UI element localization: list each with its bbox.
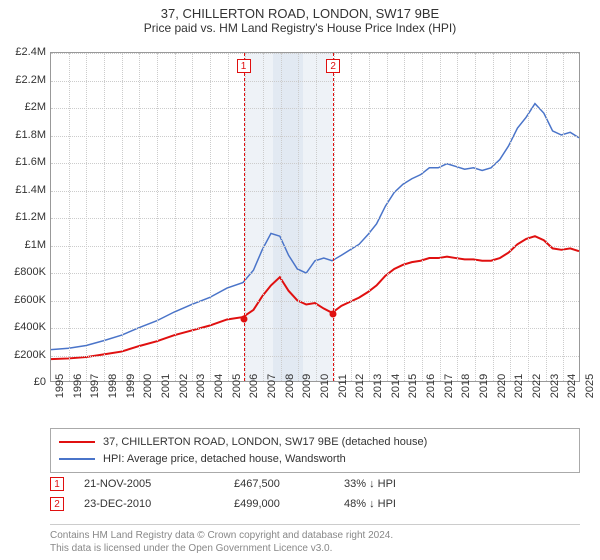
legend-label: 37, CHILLERTON ROAD, LONDON, SW17 9BE (d… — [103, 434, 427, 451]
x-axis-tick-label: 2016 — [425, 374, 437, 398]
x-axis-tick-label: 2014 — [390, 374, 402, 398]
x-axis-tick-label: 2020 — [496, 374, 508, 398]
sale-row-badge: 2 — [50, 497, 64, 511]
y-axis-tick-label: £400K — [2, 321, 46, 333]
sale-date: 23-DEC-2010 — [84, 498, 214, 510]
x-axis-tick-label: 1997 — [89, 374, 101, 398]
y-axis-tick-label: £2.2M — [2, 74, 46, 86]
footer-attribution: Contains HM Land Registry data © Crown c… — [50, 524, 580, 555]
x-axis-tick-label: 2001 — [160, 374, 172, 398]
x-axis-tick-label: 2010 — [319, 374, 331, 398]
x-axis-tick-label: 2019 — [478, 374, 490, 398]
y-axis-tick-label: £200K — [2, 349, 46, 361]
y-axis-tick-label: £0 — [2, 376, 46, 388]
sales-table: 1 21-NOV-2005 £467,500 33% ↓ HPI 2 23-DEC-201… — [50, 474, 580, 514]
chart-title: 37, CHILLERTON ROAD, LONDON, SW17 9BE — [0, 0, 600, 21]
sale-marker-badge: 2 — [326, 59, 340, 73]
legend-label: HPI: Average price, detached house, Wand… — [103, 451, 346, 468]
sale-diff: 48% ↓ HPI — [344, 498, 454, 510]
legend-item: HPI: Average price, detached house, Wand… — [59, 451, 571, 468]
legend-item: 37, CHILLERTON ROAD, LONDON, SW17 9BE (d… — [59, 434, 571, 451]
y-axis-tick-label: £800K — [2, 266, 46, 278]
x-axis-tick-label: 2021 — [513, 374, 525, 398]
plot-area: 12 — [50, 52, 580, 382]
legend-swatch — [59, 458, 95, 460]
x-axis-tick-label: 2008 — [284, 374, 296, 398]
sale-row: 2 23-DEC-2010 £499,000 48% ↓ HPI — [50, 494, 580, 514]
x-axis-tick-label: 2011 — [337, 374, 349, 398]
x-axis-tick-label: 2017 — [443, 374, 455, 398]
y-axis-tick-label: £1.6M — [2, 156, 46, 168]
sale-date: 21-NOV-2005 — [84, 478, 214, 490]
x-axis-tick-label: 2018 — [460, 374, 472, 398]
x-axis-tick-label: 2004 — [213, 374, 225, 398]
x-axis-tick-label: 2022 — [531, 374, 543, 398]
y-axis-tick-label: £1.2M — [2, 211, 46, 223]
x-axis-tick-label: 2002 — [178, 374, 190, 398]
y-axis-tick-label: £1.8M — [2, 129, 46, 141]
legend-swatch — [59, 441, 95, 443]
legend-box: 37, CHILLERTON ROAD, LONDON, SW17 9BE (d… — [50, 428, 580, 473]
sale-point-dot — [240, 315, 247, 322]
y-axis-tick-label: £2M — [2, 101, 46, 113]
series-line — [51, 236, 579, 359]
footer-line: This data is licensed under the Open Gov… — [50, 542, 580, 555]
x-axis-tick-label: 2007 — [266, 374, 278, 398]
y-axis-tick-label: £600K — [2, 294, 46, 306]
sale-row-badge: 1 — [50, 477, 64, 491]
x-axis-tick-label: 2015 — [407, 374, 419, 398]
series-svg — [51, 53, 579, 381]
y-axis-tick-label: £1M — [2, 239, 46, 251]
sale-marker-badge: 1 — [237, 59, 251, 73]
x-axis-tick-label: 2012 — [354, 374, 366, 398]
x-axis-tick-label: 2024 — [566, 374, 578, 398]
x-axis-tick-label: 2013 — [372, 374, 384, 398]
sale-price: £499,000 — [234, 498, 324, 510]
x-axis-tick-label: 2003 — [195, 374, 207, 398]
series-line — [51, 104, 579, 350]
chart-subtitle: Price paid vs. HM Land Registry's House … — [0, 21, 600, 39]
x-axis-tick-label: 2006 — [248, 374, 260, 398]
x-axis-tick-label: 2023 — [549, 374, 561, 398]
sale-diff: 33% ↓ HPI — [344, 478, 454, 490]
chart-container: 37, CHILLERTON ROAD, LONDON, SW17 9BE Pr… — [0, 0, 600, 560]
sale-price: £467,500 — [234, 478, 324, 490]
x-axis-tick-label: 2025 — [584, 374, 596, 398]
x-axis-tick-label: 2009 — [301, 374, 313, 398]
x-axis-tick-label: 1999 — [125, 374, 137, 398]
x-axis-tick-label: 2005 — [231, 374, 243, 398]
sale-point-dot — [330, 311, 337, 318]
sale-row: 1 21-NOV-2005 £467,500 33% ↓ HPI — [50, 474, 580, 494]
x-axis-tick-label: 1996 — [72, 374, 84, 398]
x-axis-tick-label: 2000 — [142, 374, 154, 398]
y-axis-tick-label: £1.4M — [2, 184, 46, 196]
y-axis-tick-label: £2.4M — [2, 46, 46, 58]
x-axis-tick-label: 1995 — [54, 374, 66, 398]
x-axis-tick-label: 1998 — [107, 374, 119, 398]
footer-line: Contains HM Land Registry data © Crown c… — [50, 529, 580, 542]
